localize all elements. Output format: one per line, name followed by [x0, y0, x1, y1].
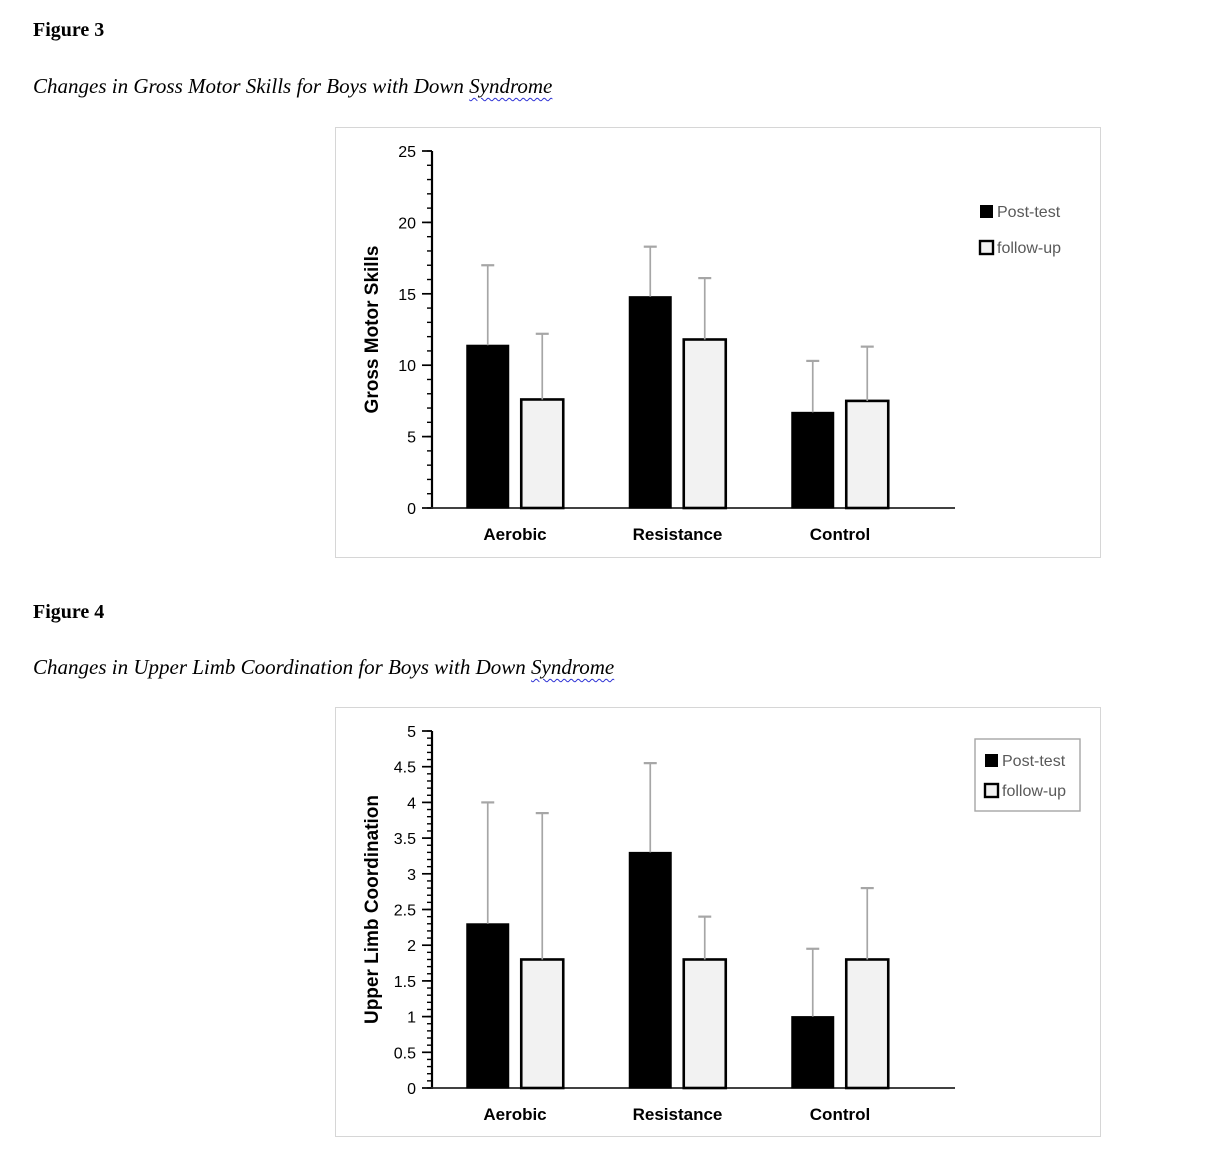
bar-control-post-test	[791, 411, 835, 509]
legend-label-post-test: Post-test	[997, 204, 1061, 221]
bar-resistance-follow-up	[682, 338, 728, 510]
y-tick-label: 0.5	[394, 1045, 416, 1062]
figure3-caption-text: Changes in Gross Motor Skills for Boys w…	[33, 74, 470, 98]
y-axis-ticks	[422, 730, 432, 1089]
y-tick-label: 3.5	[394, 831, 416, 848]
y-tick-label: 3	[407, 867, 416, 884]
figure3-chart-frame: 0 5 10 15 20 25 Aerobic Resistance Control Gross …	[335, 127, 1101, 558]
y-tick-label: 25	[398, 144, 416, 161]
y-axis-title: Upper Limb Coordination	[362, 795, 383, 1024]
error-bar-control-post-test	[806, 947, 820, 1017]
y-tick-label: 15	[398, 287, 416, 304]
error-bar-control-follow-up	[860, 345, 874, 401]
error-bar-resistance-post-test	[643, 762, 657, 853]
category-label-control: Control	[810, 1105, 870, 1124]
y-tick-label: 5	[407, 724, 416, 741]
legend: Post-test follow-up	[978, 204, 1061, 257]
y-axis-title: Gross Motor Skills	[362, 246, 383, 414]
category-label-aerobic: Aerobic	[483, 525, 546, 544]
legend-label-follow-up: follow-up	[997, 240, 1061, 257]
bar-aerobic-follow-up	[519, 398, 565, 510]
figure4-caption-text: Changes in Upper Limb Coordination for B…	[33, 655, 532, 679]
figure3-caption-misspelled-word: Syndrome	[469, 74, 553, 98]
bar-resistance-follow-up	[682, 958, 728, 1090]
error-bar-resistance-follow-up	[698, 915, 712, 960]
legend-box	[974, 738, 1081, 812]
category-label-resistance: Resistance	[633, 1105, 723, 1124]
error-bar-resistance-post-test	[643, 245, 657, 297]
bar-resistance-post-test	[628, 851, 672, 1089]
category-label-aerobic: Aerobic	[483, 1105, 546, 1124]
category-label-control: Control	[810, 525, 870, 544]
figure3-bar-chart: 0 5 10 15 20 25 Aerobic Resistance Control Gross …	[362, 144, 1061, 544]
y-tick-label: 10	[398, 358, 416, 375]
y-tick-label: 2	[407, 938, 416, 955]
figure4-caption-misspelled-word: Syndrome	[531, 655, 615, 679]
bar-control-follow-up	[844, 399, 890, 510]
y-tick-label: 0	[407, 1081, 416, 1098]
bar-aerobic-post-test	[466, 344, 510, 509]
bar-resistance-post-test	[628, 296, 672, 509]
legend-label-post-test: Post-test	[1002, 753, 1066, 770]
category-label-resistance: Resistance	[633, 525, 723, 544]
legend-swatch-follow-up	[978, 239, 995, 256]
legend-label-follow-up: follow-up	[1002, 783, 1066, 800]
legend-swatch-follow-up	[983, 782, 1000, 799]
error-bar-aerobic-follow-up	[535, 812, 549, 960]
figure4-bar-chart: 0 0.5 1 1.5 2 2.5 3 3.5 4 4.5 5 Aerobic Resistance Co…	[362, 724, 1081, 1124]
bar-aerobic-post-test	[466, 923, 510, 1089]
error-bar-resistance-follow-up	[698, 276, 712, 340]
legend-swatch-post-test	[980, 205, 993, 218]
error-bar-aerobic-follow-up	[535, 332, 549, 400]
y-axis-ticks	[422, 150, 432, 509]
y-tick-label: 1.5	[394, 974, 416, 991]
y-axis-tick-labels: 0 5 10 15 20 25	[398, 144, 416, 518]
figure4-caption: Changes in Upper Limb Coordination for B…	[33, 655, 614, 680]
error-bar-control-follow-up	[860, 886, 874, 960]
y-tick-label: 2.5	[394, 903, 416, 920]
figure3-heading: Figure 3	[33, 19, 105, 41]
y-tick-label: 4.5	[394, 760, 416, 777]
legend: Post-test follow-up	[974, 738, 1081, 812]
error-bar-aerobic-post-test	[481, 264, 495, 346]
bar-aerobic-follow-up	[519, 958, 565, 1090]
y-axis-tick-labels: 0 0.5 1 1.5 2 2.5 3 3.5 4 4.5 5	[394, 724, 416, 1098]
bar-control-follow-up	[844, 958, 890, 1090]
y-tick-label: 4	[407, 795, 416, 812]
y-tick-label: 20	[398, 215, 416, 232]
error-bar-aerobic-post-test	[481, 801, 495, 924]
y-tick-label: 1	[407, 1010, 416, 1027]
bar-control-post-test	[791, 1016, 835, 1089]
error-bar-control-post-test	[806, 359, 820, 413]
legend-swatch-post-test	[985, 754, 998, 767]
figure3-caption: Changes in Gross Motor Skills for Boys w…	[33, 74, 552, 99]
y-tick-label: 5	[407, 430, 416, 447]
y-tick-label: 0	[407, 501, 416, 518]
figure4-chart-frame: 0 0.5 1 1.5 2 2.5 3 3.5 4 4.5 5 Aerobic Resistance Co…	[335, 707, 1101, 1137]
figure4-heading: Figure 4	[33, 601, 105, 623]
